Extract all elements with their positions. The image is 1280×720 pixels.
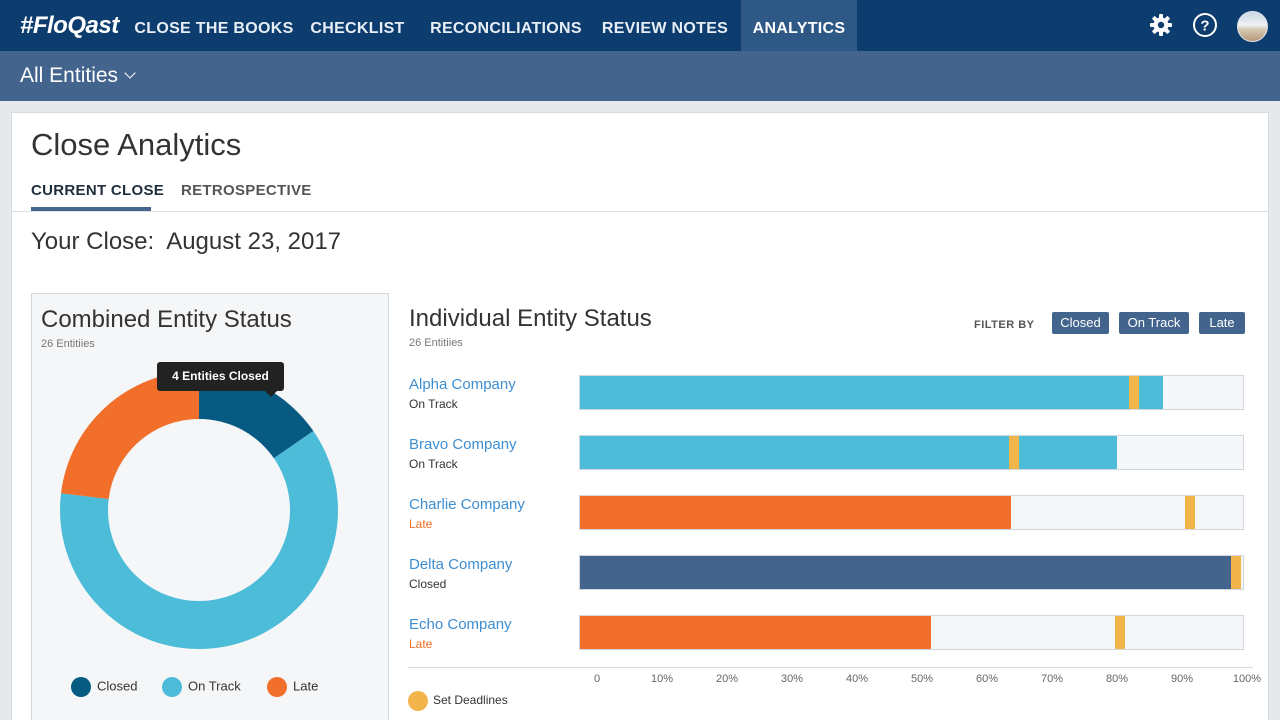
entity-status-echo: Late [409,637,433,651]
tab-retrospective[interactable]: RETROSPECTIVE [181,182,312,199]
x-tick-label: 40% [845,673,869,685]
x-tick-label: 100% [1232,673,1262,685]
legend-dot-deadline [408,691,428,711]
active-tab-indicator [31,207,151,211]
bar-fill-delta [580,556,1234,589]
donut-slice-on-track[interactable] [59,431,338,649]
entity-bar-alpha[interactable] [579,375,1244,410]
combined-subtitle: 26 Entitiies [41,338,95,350]
entity-status-delta: Closed [409,577,447,591]
bar-fill-charlie [580,496,1011,529]
deadline-marker-charlie [1184,496,1195,529]
gear-icon[interactable] [1148,12,1174,38]
individual-subtitle: 26 Entitiies [409,337,463,349]
help-icon[interactable]: ? [1192,12,1218,38]
legend-late-label: Late [293,678,319,694]
x-tick-label: 80% [1105,673,1129,685]
filter-closed-button[interactable]: Closed [1052,312,1109,334]
legend-late[interactable]: Late [267,677,318,697]
entity-name-delta[interactable]: Delta Company [409,556,513,573]
filter-by-label: FILTER BY [974,319,1035,331]
deadline-marker-delta [1231,556,1242,589]
legend-dot-late [267,677,287,697]
x-tick-label: 70% [1040,673,1064,685]
nav-review-notes[interactable]: REVIEW NOTES [601,20,729,37]
analytics-card: Close Analytics CURRENT CLOSE RETROSPECT… [11,112,1269,720]
close-date: August 23, 2017 [166,228,342,255]
x-tick-label: 20% [715,673,739,685]
legend-closed[interactable]: Closed [71,677,137,697]
chevron-down-icon [124,67,136,79]
deadline-marker-alpha [1128,376,1139,409]
deadline-marker-bravo [1009,436,1020,469]
entity-name-bravo[interactable]: Bravo Company [409,436,517,453]
svg-text:?: ? [1200,18,1209,35]
bar-fill-alpha [580,376,1164,409]
entity-bar: All Entities [0,51,1280,101]
x-tick-label: 50% [910,673,934,685]
nav-close-the-books[interactable]: CLOSE THE BOOKS [134,20,294,37]
status-donut-chart [59,371,338,649]
individual-entity-status-panel: Individual Entity Status 26 Entitiies FI… [408,293,1261,713]
donut-slice-closed[interactable] [199,371,314,459]
entity-bar-echo[interactable] [579,615,1244,650]
legend-dot-on-track [162,677,182,697]
entity-bar-charlie[interactable] [579,495,1244,530]
nav-reconciliations[interactable]: RECONCILIATIONS [430,20,582,37]
entity-bar-bravo[interactable] [579,435,1244,470]
x-tick-label: 30% [780,673,804,685]
entity-bar-delta[interactable] [579,555,1244,590]
close-label: Your Close: [31,228,155,255]
donut-slice-late[interactable] [61,371,200,500]
combined-entity-status-panel: Combined Entity Status 26 Entitiies 4 En… [31,293,389,720]
x-tick-label: 10% [650,673,674,685]
x-tick-label: 60% [975,673,999,685]
entity-name-charlie[interactable]: Charlie Company [409,496,525,513]
nav-checklist[interactable]: CHECKLIST [310,20,405,37]
user-avatar[interactable] [1237,11,1268,42]
entity-name-alpha[interactable]: Alpha Company [409,376,516,393]
deadline-marker-echo [1115,616,1126,649]
legend-on-track[interactable]: On Track [162,677,241,697]
entity-status-charlie: Late [409,517,433,531]
entity-status-alpha: On Track [409,397,458,411]
legend-set-deadlines: Set Deadlines [408,691,508,711]
tab-current-close[interactable]: CURRENT CLOSE [31,182,165,199]
legend-dot-closed [71,677,91,697]
top-nav-bar: #FloQast CLOSE THE BOOKS CHECKLIST RECON… [0,0,1280,51]
x-tick-label: 90% [1170,673,1194,685]
tab-divider [12,211,1268,212]
x-axis-line [408,667,1253,668]
floqast-logo[interactable]: #FloQast [20,12,119,39]
page-title: Close Analytics [31,127,242,162]
individual-title: Individual Entity Status [409,305,652,332]
legend-closed-label: Closed [97,678,138,694]
bar-fill-bravo [580,436,1118,469]
filter-late-button[interactable]: Late [1199,312,1245,334]
donut-tooltip: 4 Entities Closed [157,362,284,397]
filter-on-track-button[interactable]: On Track [1119,312,1189,334]
nav-analytics[interactable]: ANALYTICS [741,0,857,51]
x-tick-label: 0 [593,673,601,685]
entity-selector-label: All Entities [20,64,119,87]
close-date-heading: Your Close: August 23, 2017 [31,228,341,256]
legend-set-deadlines-label: Set Deadlines [433,693,508,708]
combined-title: Combined Entity Status [41,306,292,333]
legend-on-track-label: On Track [188,678,241,694]
entity-selector[interactable]: All Entities [20,64,136,88]
entity-status-bravo: On Track [409,457,458,471]
entity-name-echo[interactable]: Echo Company [409,616,512,633]
bar-fill-echo [580,616,932,649]
